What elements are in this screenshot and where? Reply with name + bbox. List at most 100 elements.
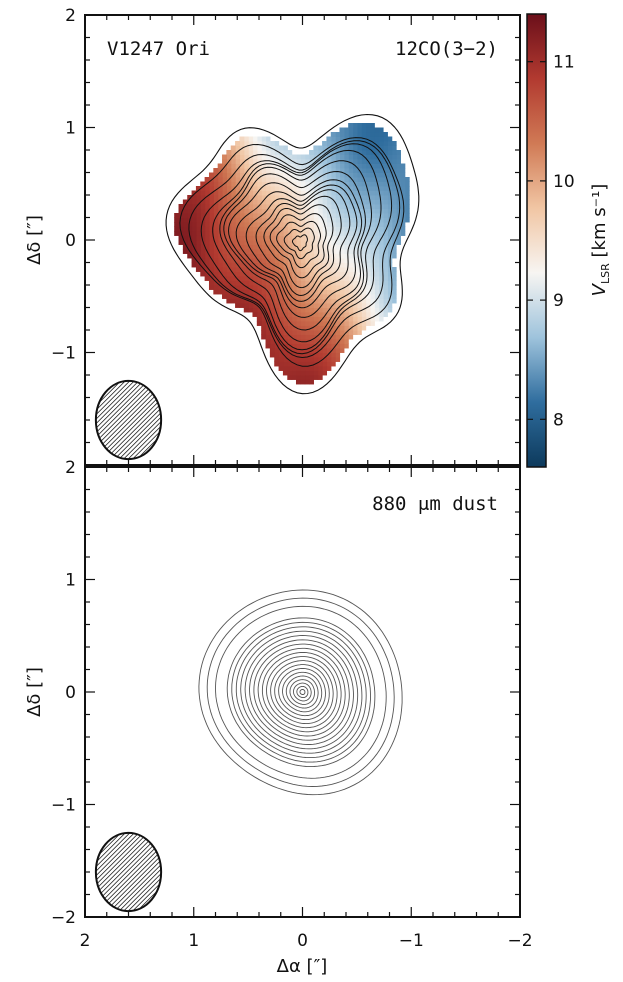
velocity-cell bbox=[287, 276, 293, 281]
velocity-cell bbox=[378, 316, 384, 322]
velocity-cell bbox=[343, 150, 349, 155]
velocity-cell bbox=[269, 312, 275, 317]
velocity-cell bbox=[322, 231, 328, 236]
velocity-cell bbox=[343, 312, 349, 317]
velocity-cell bbox=[322, 249, 328, 254]
velocity-cell bbox=[239, 267, 245, 272]
velocity-cell bbox=[335, 213, 341, 218]
velocity-cell bbox=[287, 325, 293, 331]
velocity-cell bbox=[361, 199, 367, 205]
velocity-cell bbox=[261, 141, 267, 146]
velocity-cell bbox=[252, 199, 258, 205]
velocity-cell bbox=[204, 217, 210, 223]
velocity-cell bbox=[265, 267, 271, 272]
velocity-cell bbox=[374, 316, 380, 322]
velocity-cell bbox=[387, 204, 393, 209]
velocity-cell bbox=[309, 262, 314, 268]
bottom-frame bbox=[84, 466, 521, 918]
velocity-cell bbox=[361, 150, 367, 155]
velocity-cell bbox=[387, 172, 393, 178]
velocity-cell bbox=[226, 244, 232, 250]
dust-contour bbox=[249, 639, 354, 745]
velocity-cell bbox=[330, 136, 336, 142]
velocity-cell bbox=[326, 316, 332, 322]
velocity-cell bbox=[330, 204, 336, 209]
x-axis-label: Δα [″] bbox=[277, 956, 328, 977]
velocity-cell bbox=[313, 253, 319, 259]
velocity-cell bbox=[374, 235, 380, 241]
velocity-cell bbox=[317, 159, 323, 164]
velocity-cell bbox=[348, 213, 354, 218]
velocity-cell bbox=[204, 226, 210, 232]
velocity-cell bbox=[282, 195, 288, 200]
velocity-cell bbox=[396, 240, 401, 245]
velocity-cell bbox=[256, 213, 262, 218]
velocity-cell bbox=[339, 298, 345, 304]
velocity-cell bbox=[174, 231, 180, 236]
velocity-cell bbox=[208, 280, 214, 286]
velocity-cell bbox=[282, 204, 288, 209]
velocity-cell bbox=[222, 154, 227, 160]
velocity-cell bbox=[274, 267, 280, 272]
velocity-cell bbox=[322, 244, 328, 250]
velocity-cell bbox=[243, 204, 249, 209]
velocity-cell bbox=[304, 352, 310, 358]
velocity-cell bbox=[322, 226, 328, 232]
velocity-cell bbox=[278, 249, 284, 254]
velocity-cell bbox=[326, 289, 332, 295]
velocity-cell bbox=[204, 267, 210, 272]
velocity-cell bbox=[304, 280, 310, 286]
velocity-cell bbox=[348, 262, 354, 268]
velocity-cell bbox=[239, 276, 245, 281]
velocity-cell bbox=[291, 325, 297, 331]
beam-outline bbox=[94, 379, 163, 461]
velocity-cell bbox=[330, 289, 336, 295]
velocity-cell bbox=[387, 294, 393, 299]
velocity-cell bbox=[382, 181, 388, 187]
velocity-cell bbox=[261, 163, 267, 169]
velocity-cell bbox=[339, 271, 345, 277]
velocity-cell bbox=[295, 361, 301, 367]
velocity-cell bbox=[382, 213, 388, 218]
velocity-cell bbox=[356, 330, 362, 335]
velocity-cell bbox=[300, 321, 306, 326]
velocity-cell bbox=[300, 357, 306, 362]
velocity-cell bbox=[265, 195, 271, 200]
velocity-cell bbox=[200, 195, 206, 200]
velocity-cell bbox=[239, 271, 245, 277]
velocity-cell bbox=[339, 159, 345, 164]
velocity-cell bbox=[369, 267, 375, 272]
velocity-cell bbox=[313, 249, 319, 254]
velocity-cell bbox=[348, 244, 354, 250]
velocity-cell bbox=[282, 186, 288, 191]
velocity-cell bbox=[313, 276, 319, 281]
velocity-cell bbox=[222, 240, 227, 245]
velocity-cell bbox=[208, 271, 214, 277]
velocity-cell bbox=[396, 204, 401, 209]
velocity-cell bbox=[365, 258, 371, 263]
velocity-cell bbox=[339, 150, 345, 155]
colorbar-gradient bbox=[526, 13, 547, 468]
velocity-cell bbox=[339, 222, 345, 227]
velocity-cell bbox=[396, 222, 401, 227]
velocity-cell bbox=[304, 348, 310, 353]
velocity-cell bbox=[365, 285, 371, 290]
velocity-cell bbox=[382, 312, 388, 317]
beam-hatch bbox=[95, 380, 162, 460]
velocity-cell bbox=[191, 249, 197, 254]
velocity-cell bbox=[295, 312, 301, 317]
velocity-cell bbox=[322, 186, 328, 191]
velocity-cell bbox=[387, 154, 393, 160]
velocity-cell bbox=[222, 262, 227, 268]
velocity-cell bbox=[200, 226, 206, 232]
velocity-cell bbox=[326, 186, 332, 191]
velocity-cell bbox=[322, 267, 328, 272]
velocity-cell bbox=[396, 235, 401, 241]
velocity-cell bbox=[208, 213, 214, 218]
velocity-cell bbox=[239, 285, 245, 290]
velocity-cell bbox=[313, 343, 319, 349]
velocity-cell bbox=[365, 280, 371, 286]
velocity-cell bbox=[287, 226, 293, 232]
velocity-cell bbox=[261, 217, 267, 223]
